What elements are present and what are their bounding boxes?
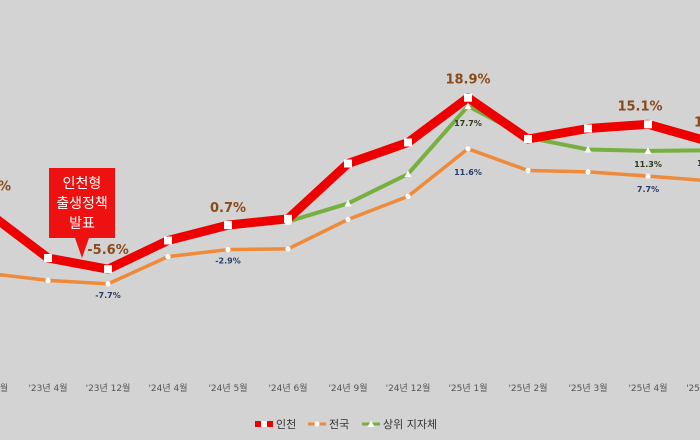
marker-인천-10 — [644, 120, 652, 129]
data-label-전국-3: -2.9% — [215, 257, 241, 266]
legend-marker-인천 — [261, 421, 267, 427]
legend-marker-전국 — [314, 421, 320, 427]
marker-상위-9 — [584, 146, 592, 153]
data-label-인천-left-partial: % — [0, 180, 11, 195]
marker-전국-1 — [105, 281, 111, 287]
marker-인천-8 — [524, 135, 532, 143]
marker-전국-6 — [405, 193, 411, 199]
x-tick-0: '23년 4월 — [28, 382, 67, 394]
legend-label-상위 지자체: 상위 지자체 — [383, 418, 437, 431]
legend: 인천 전국 상위 지자체 — [255, 417, 437, 431]
marker-상위-10 — [644, 147, 652, 154]
data-label-인천-7: 18.9% — [445, 73, 490, 88]
data-label-인천-3: 0.7% — [210, 201, 246, 216]
callout-line-1: 출생정책 — [56, 196, 108, 212]
marker-전국-5 — [345, 216, 351, 223]
legend-label-전국: 전국 — [329, 418, 349, 431]
data-label-상위 지자체-7: 17.7% — [454, 119, 482, 128]
x-tick-4: '24년 6월 — [268, 382, 307, 394]
data-label-전국-7: 11.6% — [454, 168, 482, 177]
data-label-인천-right-partial: 1 — [694, 115, 700, 130]
marker-전국-0 — [45, 277, 51, 283]
x-tick-1: '23년 12월 — [86, 382, 131, 394]
marker-전국-3 — [225, 247, 231, 253]
marker-전국-10 — [645, 173, 651, 179]
marker-전국-8 — [525, 167, 531, 174]
marker-인천-2 — [164, 236, 172, 245]
marker-인천-7 — [464, 93, 472, 102]
data-labels: -5.6% 0.7% 18.9% 15.1% -7.7% -2.9% 11.6% 7.7% 17… — [0, 73, 700, 300]
data-label-상위-right-partial: 1 — [697, 159, 700, 168]
data-label-상위 지자체-10: 11.3% — [634, 160, 662, 169]
legend-label-인천: 인천 — [276, 417, 296, 431]
marker-전국-2 — [165, 254, 171, 260]
x-tick-6: '24년 12월 — [386, 382, 431, 394]
marker-인천-0 — [44, 254, 52, 262]
series-markers — [44, 93, 652, 287]
x-tick-partial-right: '25 — [686, 384, 700, 394]
x-tick-8: '25년 2월 — [508, 382, 547, 394]
data-label-인천-1: -5.6% — [87, 243, 128, 258]
x-axis-ticks: 월 '23년 4월 '23년 12월 '24년 4월 '24년 5월 '24년 6월 '24… — [0, 382, 700, 394]
marker-전국-4 — [285, 246, 291, 252]
callout-line-2: 발표 — [69, 216, 95, 232]
data-label-전국-10: 7.7% — [637, 185, 659, 194]
marker-인천-9 — [584, 124, 592, 133]
data-label-전국-1: -7.7% — [95, 291, 121, 300]
callout-shape — [49, 168, 115, 258]
marker-인천-6 — [404, 138, 412, 147]
marker-전국-9 — [585, 169, 591, 175]
x-tick-3: '24년 5월 — [208, 382, 247, 394]
marker-상위-7 — [464, 102, 472, 110]
marker-상위-5 — [344, 199, 352, 207]
marker-인천-4 — [284, 214, 292, 223]
x-tick-5: '24년 9월 — [328, 382, 367, 394]
x-tick-2: '24년 4월 — [148, 382, 187, 394]
marker-인천-5 — [344, 159, 352, 168]
marker-전국-7 — [465, 146, 471, 152]
x-tick-7: '25년 1월 — [448, 382, 487, 394]
marker-상위-6 — [404, 170, 412, 177]
x-tick-10: '25년 4월 — [628, 382, 667, 394]
legend-marker-상위 — [367, 420, 375, 427]
x-tick-9: '25년 3월 — [568, 382, 607, 394]
marker-인천-3 — [224, 221, 232, 230]
data-label-인천-10: 15.1% — [617, 99, 662, 114]
callout-line-0: 인천형 — [63, 176, 102, 192]
marker-인천-1 — [104, 265, 112, 274]
x-tick-partial-left: 월 — [0, 382, 8, 394]
